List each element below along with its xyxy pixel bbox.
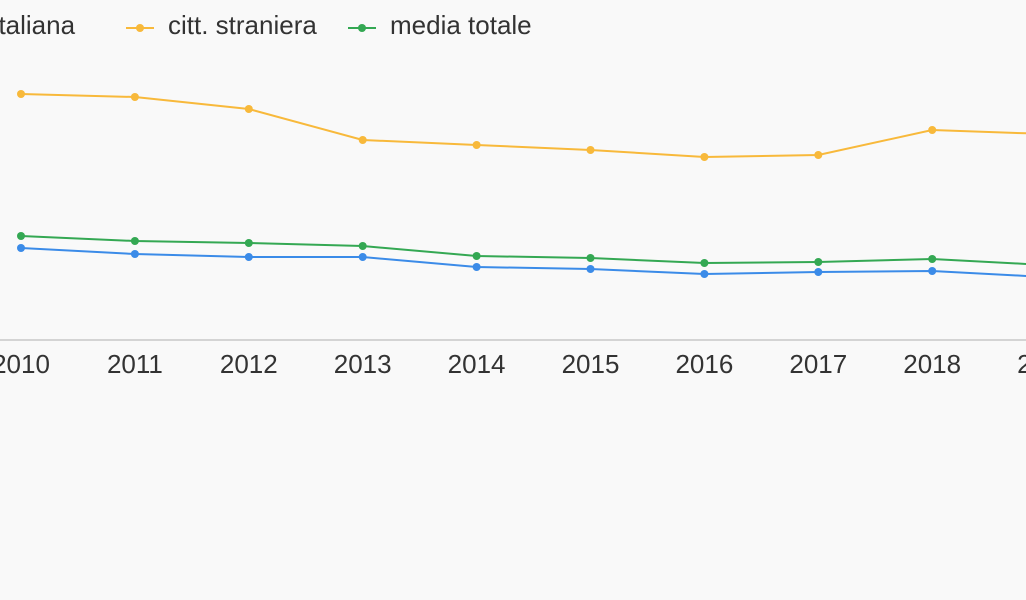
legend-label: citt. italiana <box>0 10 76 40</box>
data-point <box>700 270 709 278</box>
data-point <box>358 136 367 144</box>
data-point <box>814 268 823 276</box>
data-point <box>244 239 253 247</box>
legend-label: citt. straniera <box>168 10 317 40</box>
legend-marker-dot <box>136 24 144 32</box>
legend-marker-dot <box>358 24 366 32</box>
series-line <box>20 247 1026 277</box>
data-point <box>17 244 25 252</box>
data-point <box>928 267 937 275</box>
data-point <box>472 263 481 271</box>
x-tick-label: 2018 <box>903 349 961 379</box>
data-point <box>700 153 709 161</box>
data-point <box>17 90 25 98</box>
data-point <box>358 242 367 250</box>
data-point <box>244 105 253 113</box>
x-tick-label: 2014 <box>448 349 506 379</box>
x-tick-label: 2013 <box>334 349 392 379</box>
data-point <box>472 141 481 149</box>
series-line <box>20 235 1026 265</box>
x-tick-label: 2011 <box>107 349 163 379</box>
data-point <box>130 250 139 258</box>
data-point <box>814 258 823 266</box>
data-point <box>130 93 139 101</box>
series-line <box>20 93 1026 159</box>
legend-label: media totale <box>390 10 532 40</box>
data-point <box>358 253 367 261</box>
data-point <box>814 151 823 159</box>
x-tick-label: 2017 <box>789 349 847 379</box>
data-point <box>130 237 139 245</box>
x-tick-label: 2019 <box>1017 349 1026 379</box>
data-point <box>586 146 595 154</box>
x-tick-label: 2012 <box>220 349 278 379</box>
data-point <box>928 255 937 263</box>
x-tick-label: 2010 <box>0 349 50 379</box>
data-point <box>17 232 25 240</box>
x-tick-label: 2015 <box>562 349 620 379</box>
data-point <box>700 259 709 267</box>
data-point <box>586 254 595 262</box>
data-point <box>472 252 481 260</box>
x-tick-label: 2016 <box>675 349 733 379</box>
data-point <box>586 265 595 273</box>
data-point <box>928 126 937 134</box>
data-point <box>244 253 253 261</box>
